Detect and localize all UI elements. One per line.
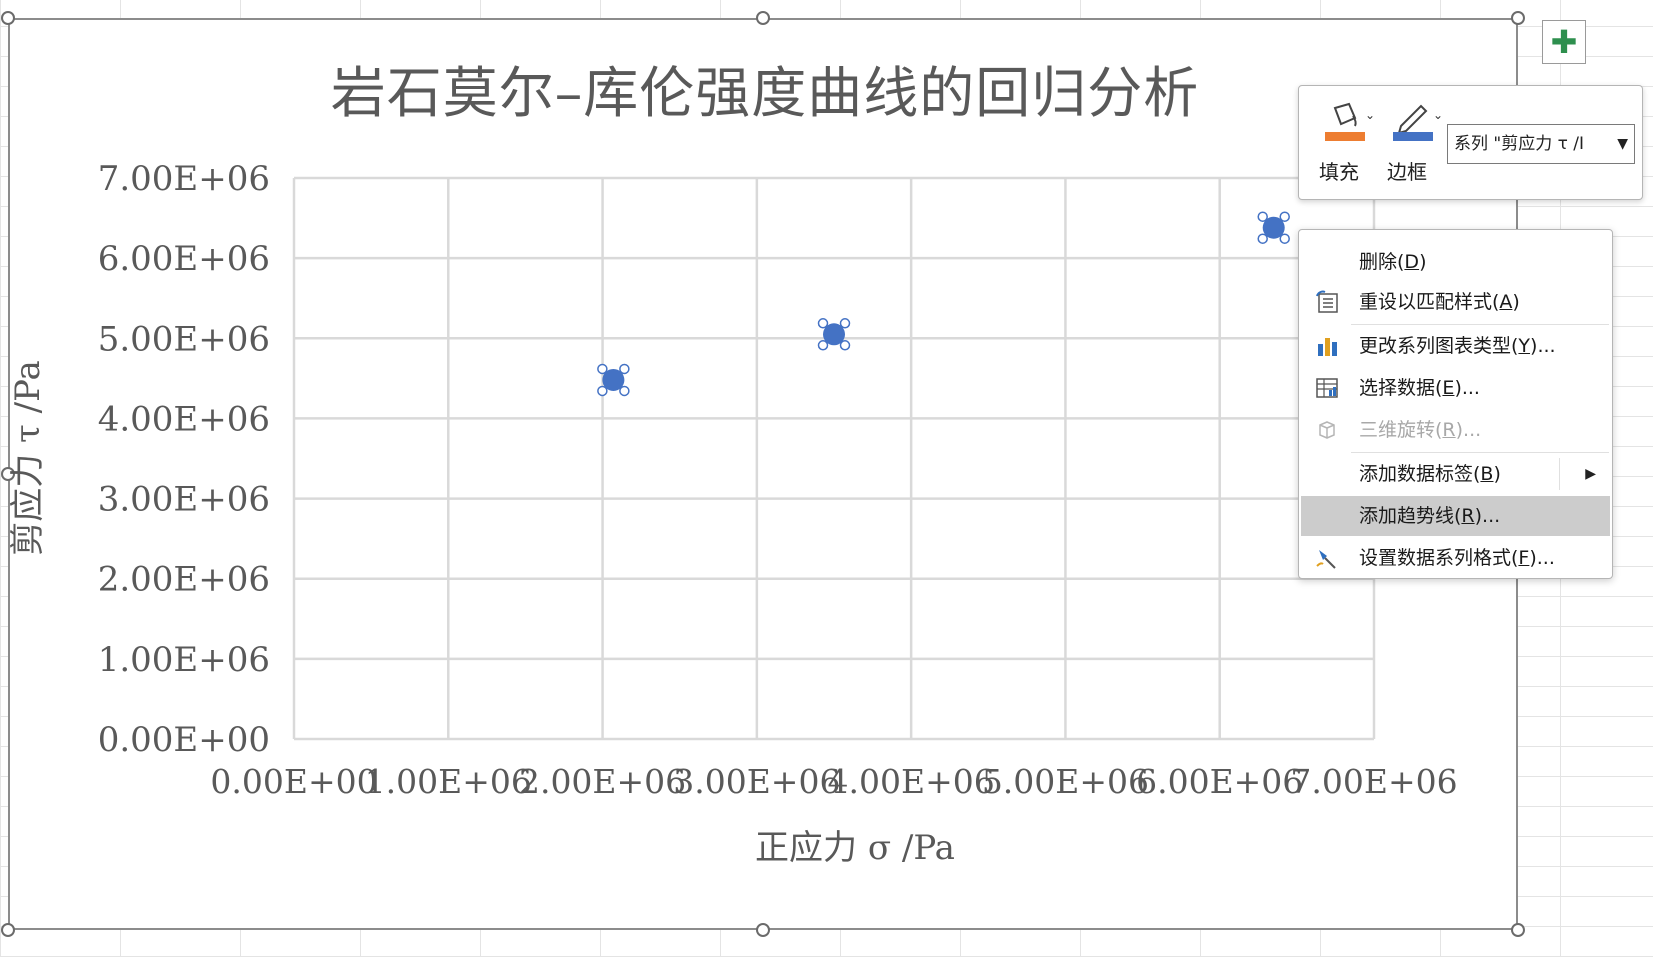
y-tick-label: 5.00E+06	[98, 319, 270, 359]
x-tick-label: 2.00E+06	[519, 762, 686, 801]
submenu-arrow-icon: ▶	[1585, 466, 1596, 482]
x-tick-label: 4.00E+06	[828, 762, 995, 801]
y-tick-label: 1.00E+06	[98, 640, 270, 680]
point-selection-handle[interactable]	[1279, 211, 1290, 222]
data-point-marker[interactable]	[823, 323, 845, 346]
reset-style-icon	[1316, 290, 1338, 313]
border-label: 边框	[1387, 160, 1427, 184]
x-tick-label: 6.00E+06	[1136, 762, 1303, 801]
data-point[interactable]	[817, 318, 851, 351]
menu-item-reset[interactable]: 重设以匹配样式(A)	[1301, 282, 1610, 322]
fill-label: 填充	[1319, 160, 1359, 184]
point-selection-handle[interactable]	[619, 363, 630, 375]
menu-item-delete[interactable]: 删除(D)	[1301, 242, 1610, 282]
format-mini-toolbar: ⌄ 填充 ⌄ 边框 系列 "剪应力 τ /I ▼	[1298, 85, 1643, 200]
chevron-down-icon[interactable]: ⌄	[1433, 108, 1444, 122]
chart-title[interactable]: 岩石莫尔–库伦强度曲线的回归分析	[330, 61, 1200, 125]
context-menu: 删除(D) 重设以匹配样式(A) 更改系列图表类型(Y)... 选择数据(E)... 三…	[1298, 229, 1613, 579]
series-select-value: 系列 "剪应力 τ /I	[1454, 134, 1585, 154]
x-tick-label: 7.00E+06	[1290, 762, 1457, 801]
y-tick-label: 7.00E+06	[98, 159, 270, 199]
y-tick-label: 3.00E+06	[98, 480, 270, 520]
plus-icon: ✚	[1550, 23, 1578, 61]
point-selection-handle[interactable]	[1279, 233, 1290, 244]
menu-item-add-labels[interactable]: 添加数据标签(B) ▶	[1301, 454, 1610, 494]
submenu-divider	[1559, 458, 1560, 490]
menu-item-format-series[interactable]: 设置数据系列格式(F)...	[1301, 538, 1610, 578]
resize-handle-top-mid[interactable]	[756, 11, 770, 25]
border-button[interactable]: ⌄ 边框	[1381, 94, 1444, 189]
y-tick-labels: 0.00E+00 1.00E+06 2.00E+06 3.00E+06 4.00E+06…	[98, 159, 270, 760]
resize-handle-bottom-mid[interactable]	[756, 923, 770, 937]
menu-item-label: 设置数据系列格式(F)...	[1359, 547, 1555, 569]
point-selection-handle[interactable]	[839, 340, 851, 351]
menu-item-label: 添加趋势线(R)...	[1359, 505, 1501, 527]
menu-item-add-trendline[interactable]: 添加趋势线(R)...	[1301, 496, 1610, 536]
chart-area[interactable]	[8, 18, 1518, 930]
y-tick-label: 2.00E+06	[98, 560, 270, 600]
data-point-marker[interactable]	[602, 368, 625, 391]
bar-chart-icon	[1318, 338, 1337, 356]
y-tick-label: 0.00E+00	[98, 720, 270, 760]
point-selection-handle[interactable]	[1257, 211, 1268, 222]
point-selection-handle[interactable]	[817, 340, 829, 351]
pen-icon	[1393, 104, 1433, 141]
x-tick-label: 3.00E+06	[673, 762, 840, 801]
select-data-icon	[1316, 378, 1338, 398]
menu-separator	[1351, 324, 1609, 325]
y-tick-label: 6.00E+06	[98, 239, 270, 279]
paint-bucket-icon	[1325, 102, 1365, 141]
resize-handle-top-left[interactable]	[1, 11, 15, 25]
add-chart-element-button[interactable]: ✚	[1542, 20, 1586, 64]
menu-item-label: 选择数据(E)...	[1359, 377, 1480, 399]
point-selection-handle[interactable]	[597, 385, 608, 397]
menu-item-label: 重设以匹配样式(A)	[1359, 291, 1520, 313]
data-point[interactable]	[1257, 211, 1290, 244]
format-brush-icon	[1316, 550, 1336, 569]
plot-gridlines	[292, 176, 1376, 741]
point-selection-handle[interactable]	[839, 318, 851, 329]
y-axis-title[interactable]: 剪应力 τ /Pa	[8, 360, 48, 556]
menu-item-label: 更改系列图表类型(Y)...	[1359, 335, 1556, 357]
point-selection-handle[interactable]	[1257, 233, 1268, 244]
y-tick-label: 4.00E+06	[98, 399, 270, 439]
fill-button[interactable]: ⌄ 填充	[1313, 94, 1376, 189]
resize-handle-bottom-right[interactable]	[1511, 923, 1525, 937]
x-axis-title[interactable]: 正应力 σ /Pa	[755, 828, 955, 868]
resize-handle-bottom-left[interactable]	[1, 923, 15, 937]
chevron-down-icon[interactable]: ⌄	[1365, 108, 1376, 122]
x-tick-labels: 0.00E+001.00E+062.00E+063.00E+064.00E+06…	[210, 762, 1457, 801]
point-selection-handle[interactable]	[597, 363, 608, 375]
cube-icon	[1319, 421, 1335, 439]
menu-item-label: 添加数据标签(B)	[1359, 463, 1501, 485]
dropdown-arrow-icon[interactable]: ▼	[1617, 136, 1628, 152]
menu-item-label: 删除(D)	[1359, 251, 1427, 273]
x-tick-label: 1.00E+06	[365, 762, 532, 801]
menu-item-select-data[interactable]: 选择数据(E)...	[1301, 368, 1610, 408]
data-points	[597, 211, 1290, 397]
series-select-dropdown[interactable]: 系列 "剪应力 τ /I ▼	[1447, 124, 1635, 164]
point-selection-handle[interactable]	[619, 385, 630, 397]
resize-handle-mid-left[interactable]	[1, 467, 15, 481]
menu-item-change-type[interactable]: 更改系列图表类型(Y)...	[1301, 326, 1610, 366]
resize-handle-top-right[interactable]	[1511, 11, 1525, 25]
point-selection-handle[interactable]	[817, 318, 829, 329]
menu-item-label: 三维旋转(R)...	[1359, 419, 1482, 441]
x-tick-label: 0.00E+00	[210, 762, 377, 801]
menu-item-3d-rotate: 三维旋转(R)...	[1301, 410, 1610, 450]
menu-separator	[1351, 452, 1609, 453]
x-tick-label: 5.00E+06	[982, 762, 1149, 801]
data-point[interactable]	[597, 363, 630, 397]
data-point-marker[interactable]	[1262, 216, 1285, 239]
